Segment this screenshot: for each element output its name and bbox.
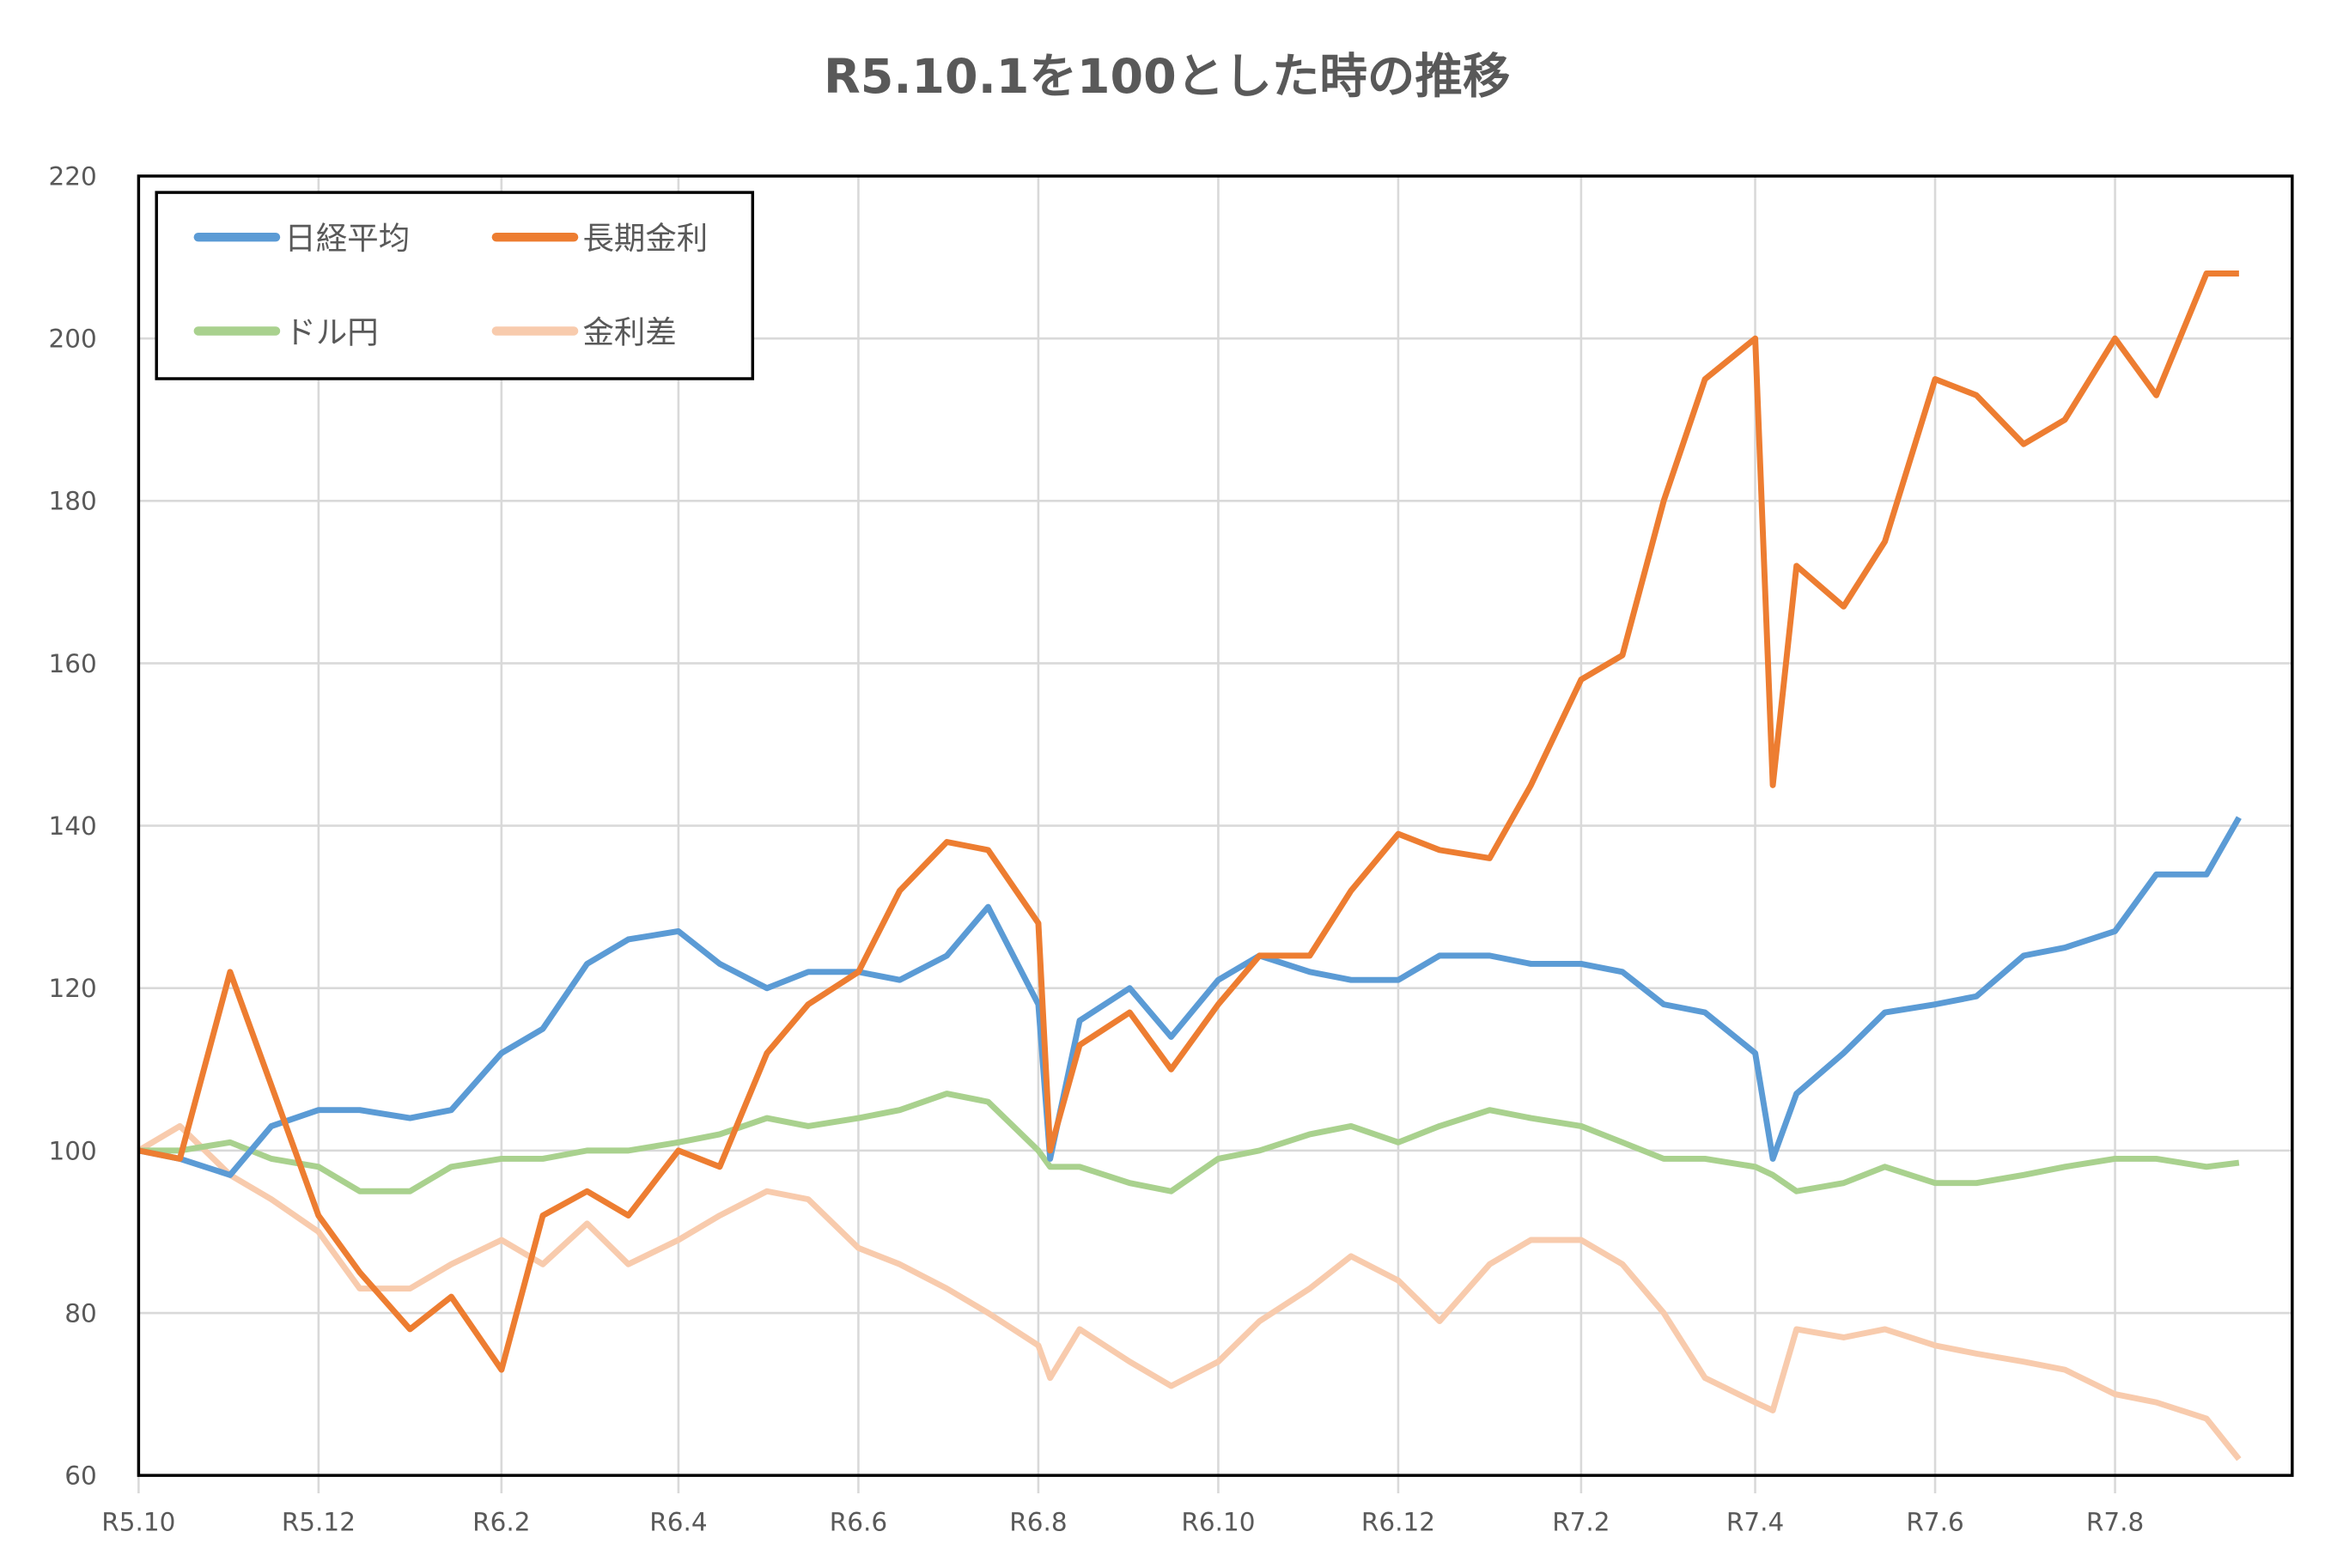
series-line-1 [137, 270, 2239, 1373]
chart-title: R5.10.1を100とした時の推移 [824, 49, 1510, 105]
y-tick-label: 100 [49, 1136, 97, 1165]
x-tick-label: R6.6 [830, 1507, 887, 1536]
y-tick-label: 80 [64, 1298, 97, 1328]
x-tick-label: R6.8 [1009, 1507, 1067, 1536]
series-line-3 [137, 1122, 2242, 1462]
x-tick-label: R6.12 [1361, 1507, 1435, 1536]
x-tick-label: R5.12 [282, 1507, 356, 1536]
gridlines [137, 174, 2292, 1493]
x-tick-label: R7.4 [1726, 1507, 1784, 1536]
x-tick-label: R7.6 [1906, 1507, 1963, 1536]
x-tick-label: R5.10 [101, 1507, 175, 1536]
y-tick-label: 180 [49, 487, 97, 516]
series-lines [137, 270, 2242, 1462]
y-tick-label: 220 [49, 161, 97, 191]
x-tick-label: R6.2 [472, 1507, 530, 1536]
x-tick-label: R7.8 [2086, 1507, 2144, 1536]
legend-label: 金利差 [582, 313, 676, 350]
x-tick-label: R6.4 [649, 1507, 707, 1536]
y-tick-label: 60 [64, 1462, 97, 1491]
legend-box [155, 191, 755, 380]
series-line-2 [138, 1091, 2240, 1194]
y-tick-label: 120 [49, 974, 97, 1003]
legend-label: 日経平均 [284, 220, 410, 257]
x-tick-label: R6.10 [1181, 1507, 1255, 1536]
plot-border [137, 174, 2294, 1477]
legend-label: 長期金利 [582, 220, 708, 257]
series-line-0 [137, 816, 2242, 1178]
x-tick-label: R7.2 [1552, 1507, 1610, 1536]
x-axis: R5.10 R5.12 R6.2 R6.4 R6.6 R6.8 R6.10 R6.12 R7.2… [101, 1507, 2144, 1536]
y-axis: 60 80 100 120 140 160 180 200 220 [49, 161, 97, 1490]
y-tick-label: 140 [49, 811, 97, 841]
y-tick-label: 200 [49, 325, 97, 354]
y-tick-label: 160 [49, 649, 97, 678]
legend-label: ドル円 [284, 313, 378, 350]
